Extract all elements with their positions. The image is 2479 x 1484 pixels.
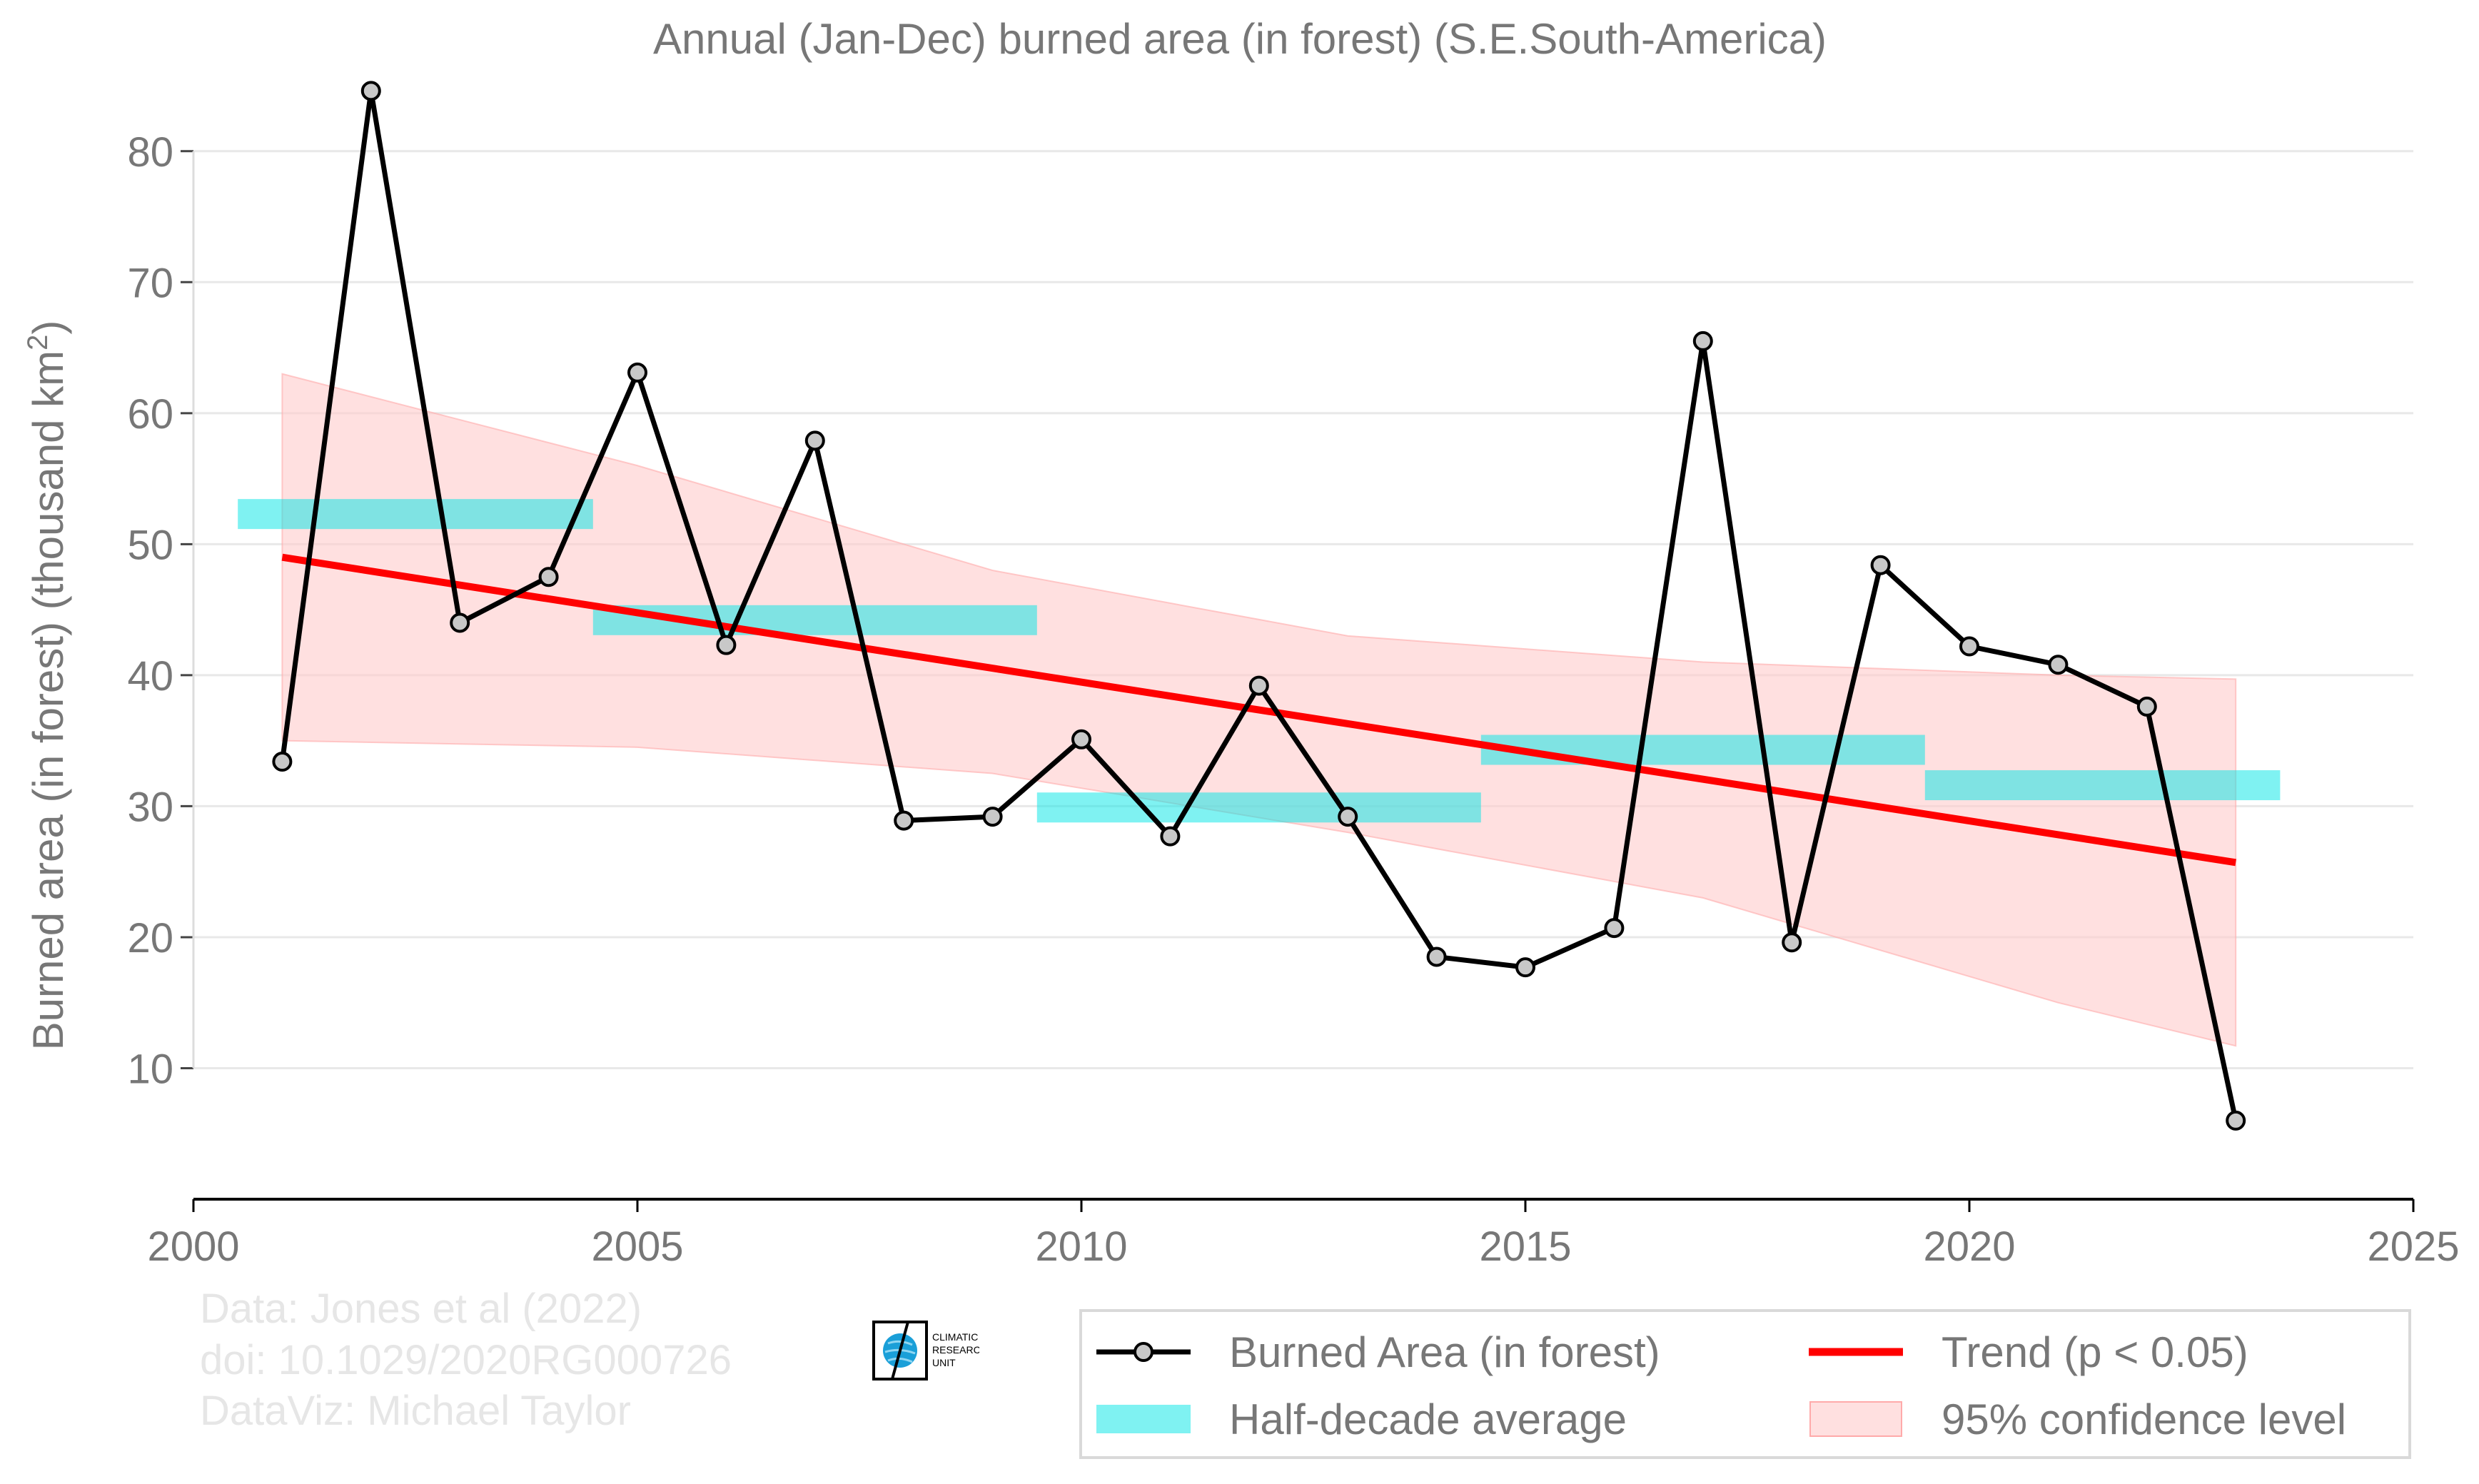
legend-swatch-confidence [1809,1390,1903,1448]
legend-label-half-decade: Half-decade average [1229,1395,1627,1443]
legend-item-confidence: 95% confidence level [1809,1390,2346,1448]
half-decade-bar-2 [1036,792,1481,823]
burned-area-point-2016 [1604,918,1625,939]
burned-area-point-2022 [2136,696,2157,717]
legend-item-trend: Trend (p < 0.05) [1809,1323,2248,1380]
legend-label-burned-area: Burned Area (in forest) [1229,1328,1660,1376]
burned-area-point-2023 [2226,1110,2246,1131]
y-axis-label-main: Burned area (in forest) (thousand km [24,350,72,1050]
burned-area-point-2014 [1426,947,1447,967]
burned-area-point-2018 [1782,932,1802,953]
legend-swatch-burned-area [1096,1323,1191,1380]
cru-logo-text-3: UNIT [932,1357,956,1368]
cru-logo-text-1: CLIMATIC [932,1331,978,1343]
burned-area-point-2011 [1160,826,1181,847]
trend-layer [281,553,2236,867]
y-tick-label-70: 70 [127,260,173,306]
burned-area-point-2019 [1870,555,1891,575]
credit-doi: doi: 10.1029/2020RG000726 [200,1337,732,1383]
burned-area-point-2021 [2048,655,2069,675]
cru-logo-text-2: RESEARCH [932,1344,979,1356]
chart-title: Annual (Jan-Dec) burned area (in forest)… [653,15,1827,63]
y-tick-label-80: 80 [127,129,173,176]
y-tick-label-30: 30 [127,784,173,830]
legend-label-trend: Trend (p < 0.05) [1942,1328,2248,1376]
burned-area-point-2006 [716,635,737,655]
legend-swatch-half-decade [1096,1390,1191,1448]
burned-area-point-2020 [1959,636,1979,657]
burned-area-point-2004 [538,567,559,587]
credit-dataviz: DataViz: Michael Taylor [200,1388,631,1434]
burned-area-point-2009 [982,807,1003,827]
y-tick-label-50: 50 [127,522,173,568]
legend-item-half-decade: Half-decade average [1096,1390,1627,1448]
burned-area-point-2015 [1515,957,1535,978]
burned-area-point-2017 [1692,330,1713,351]
half-decade-bar-0 [238,499,593,530]
burned-area-point-2002 [360,81,381,101]
burned-area-point-2001 [272,752,293,772]
half-decade-bar-1 [592,605,1037,635]
credit-data-source: Data: Jones et al (2022) [200,1286,642,1332]
burned-area-layer [272,81,2246,1131]
burned-area-point-2010 [1071,729,1091,749]
y-tick-label-10: 10 [127,1046,173,1092]
x-tick-label-2010: 2010 [1035,1223,1127,1270]
x-tick-label-2015: 2015 [1479,1223,1571,1270]
legend: Burned Area (in forest) Half-decade aver… [1079,1309,2411,1459]
half-decade-bar-4 [1924,770,2281,801]
burned-area-point-2005 [627,362,647,383]
legend-label-confidence: 95% confidence level [1942,1395,2347,1443]
x-tick-label-2025: 2025 [2367,1223,2459,1270]
burned-area-point-2013 [1338,807,1358,827]
burned-area-point-2003 [450,612,470,633]
legend-swatch-trend [1809,1323,1903,1380]
y-tick-label-20: 20 [127,915,173,961]
y-tick-label-40: 40 [127,653,173,700]
y-axis-label-suffix: ) [24,320,72,335]
legend-item-burned-area: Burned Area (in forest) [1096,1323,1660,1380]
y-tick-label-60: 60 [127,391,173,438]
half-decade-bar-3 [1480,735,1925,765]
x-tick-label-2005: 2005 [591,1223,683,1270]
x-tick-label-2000: 2000 [147,1223,239,1270]
cru-logo: CLIMATIC RESEARCH UNIT [872,1321,988,1383]
trend-line [281,553,2236,867]
x-tick-label-2020: 2020 [1923,1223,2015,1270]
y-axis-label: Burned area (in forest) (thousand km2) [22,320,72,1051]
y-axis-label-superscript: 2 [22,335,54,350]
burned-area-point-2012 [1248,675,1269,696]
burned-area-point-2007 [804,430,825,451]
burned-area-point-2008 [894,810,914,831]
axes: 10 20 30 40 50 60 70 80 2000 2005 2010 2015 2020 2025 [127,129,2459,1270]
